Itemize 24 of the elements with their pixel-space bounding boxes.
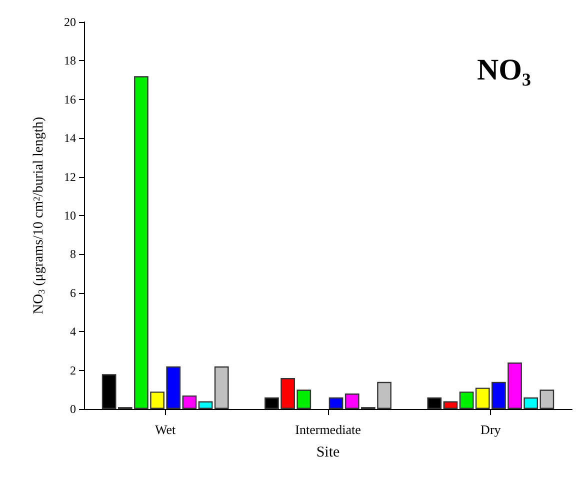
bar [443, 401, 458, 409]
y-tick-label: 14 [64, 131, 76, 146]
y-axis-title: NO3 (μgrams/10 cm2/burial length) [32, 116, 46, 314]
y-tick-label: 0 [70, 402, 76, 416]
y-tick-label: 20 [64, 15, 76, 29]
x-tick-label: Dry [480, 422, 502, 437]
y-tick-label: 10 [64, 208, 76, 222]
y-tick-label: 12 [64, 170, 76, 184]
bar [182, 395, 197, 409]
y-tick-label: 16 [64, 92, 76, 106]
y-tick-label: 8 [70, 247, 76, 262]
y-tick-label: 6 [70, 286, 76, 300]
text: NO₃ [477, 54, 532, 86]
bar [328, 397, 344, 409]
y-tick-label: 4 [70, 324, 76, 339]
bar [198, 401, 213, 409]
x-axis-title: Site [316, 444, 340, 460]
y-tick-label: 2 [70, 363, 76, 378]
bar [214, 366, 229, 409]
bar [540, 390, 554, 409]
bar [459, 392, 474, 409]
y-tick-label: 18 [64, 54, 76, 68]
x-tick-label: Wet [155, 422, 176, 437]
x-tick-label: Intermediate [295, 422, 362, 437]
